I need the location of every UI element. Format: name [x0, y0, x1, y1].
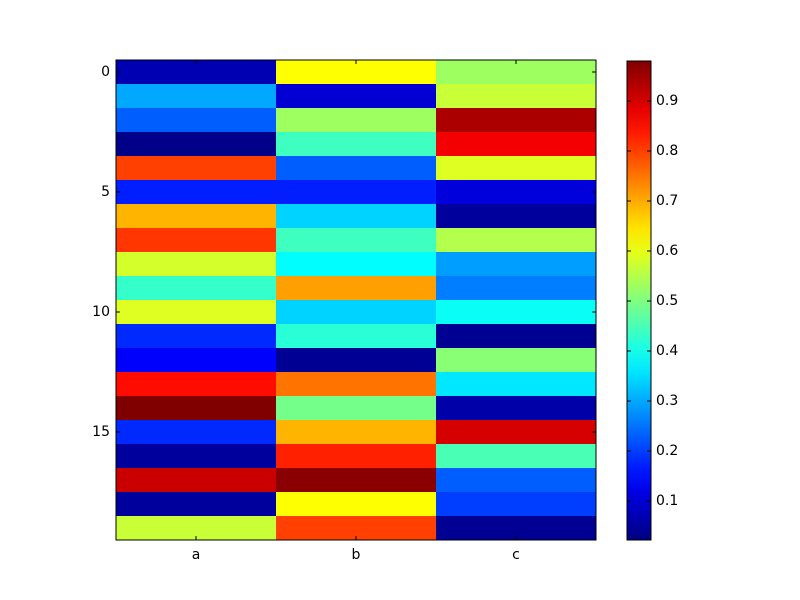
heatmap-cell	[276, 300, 437, 325]
heatmap-cell	[116, 228, 277, 253]
heatmap-cell	[276, 156, 437, 181]
heatmap-cell	[276, 228, 437, 253]
heatmap-cell	[276, 60, 437, 85]
x-tick-label: a	[192, 547, 201, 563]
heatmap-cell	[276, 372, 437, 397]
colorbar-tick-label: 0.9	[656, 93, 678, 109]
heatmap-cell	[436, 204, 597, 229]
heatmap-cell	[116, 324, 277, 349]
heatmap-cell	[116, 372, 277, 397]
heatmap-cell	[276, 252, 437, 277]
heatmap-cell	[276, 468, 437, 493]
colorbar-tick-label: 0.2	[656, 443, 678, 459]
heatmap-cell	[116, 156, 277, 181]
heatmap-cell	[116, 60, 277, 85]
heatmap-cell	[276, 132, 437, 157]
heatmap-cell	[116, 300, 277, 325]
heatmap-cell	[436, 108, 597, 133]
colorbar-tick-label: 0.1	[656, 493, 678, 509]
heatmap-cell	[436, 324, 597, 349]
heatmap-cell	[276, 276, 437, 301]
heatmap-cell	[276, 420, 437, 445]
heatmap-cell	[436, 300, 597, 325]
heatmap-cell	[436, 84, 597, 109]
x-tick-label: c	[512, 547, 520, 563]
y-tick-label: 10	[92, 304, 110, 320]
heatmap-cell	[436, 396, 597, 421]
heatmap-cell	[436, 228, 597, 253]
heatmap-cell	[116, 348, 277, 373]
colorbar-tick-label: 0.7	[656, 193, 678, 209]
heatmap-cell	[116, 420, 277, 445]
heatmap-cell	[436, 156, 597, 181]
colorbar-tick-label: 0.4	[656, 343, 678, 359]
heatmap-cell	[116, 468, 277, 493]
heatmap-cell	[436, 252, 597, 277]
heatmap-cell	[116, 84, 277, 109]
heatmap-cell	[436, 420, 597, 445]
heatmap-cell	[436, 444, 597, 469]
heatmap-cell	[436, 468, 597, 493]
heatmap-cell	[436, 372, 597, 397]
heatmap-cell	[116, 396, 277, 421]
heatmap-cell	[436, 348, 597, 373]
colorbar-tick-label: 0.3	[656, 393, 678, 409]
heatmap-cell	[276, 348, 437, 373]
heatmap-cell	[116, 204, 277, 229]
y-tick-label: 15	[92, 424, 110, 440]
heatmap-cell	[116, 492, 277, 517]
heatmap-cell	[116, 180, 277, 205]
heatmap-cell	[276, 108, 437, 133]
x-tick-label: b	[352, 547, 361, 563]
heatmap-cell	[436, 276, 597, 301]
heatmap-cell	[436, 492, 597, 517]
heatmap-cell	[116, 252, 277, 277]
heatmap-cell	[276, 396, 437, 421]
heatmap-cell	[276, 180, 437, 205]
heatmap-cell	[276, 84, 437, 109]
y-tick-label: 5	[101, 184, 110, 200]
heatmap-cell	[116, 444, 277, 469]
heatmap-cell	[116, 132, 277, 157]
heatmap-cell	[276, 204, 437, 229]
heatmap-cell	[116, 108, 277, 133]
y-tick-label: 0	[101, 64, 110, 80]
heatmap-cell	[276, 444, 437, 469]
colorbar-tick-label: 0.5	[656, 293, 678, 309]
heatmap-cell	[436, 60, 597, 85]
colorbar-tick-label: 0.6	[656, 243, 678, 259]
heatmap-cell	[116, 276, 277, 301]
heatmap-cell	[436, 132, 597, 157]
colorbar-tick-label: 0.8	[656, 143, 678, 159]
heatmap-cell	[436, 180, 597, 205]
heatmap-cell	[276, 492, 437, 517]
heatmap-cell	[276, 324, 437, 349]
